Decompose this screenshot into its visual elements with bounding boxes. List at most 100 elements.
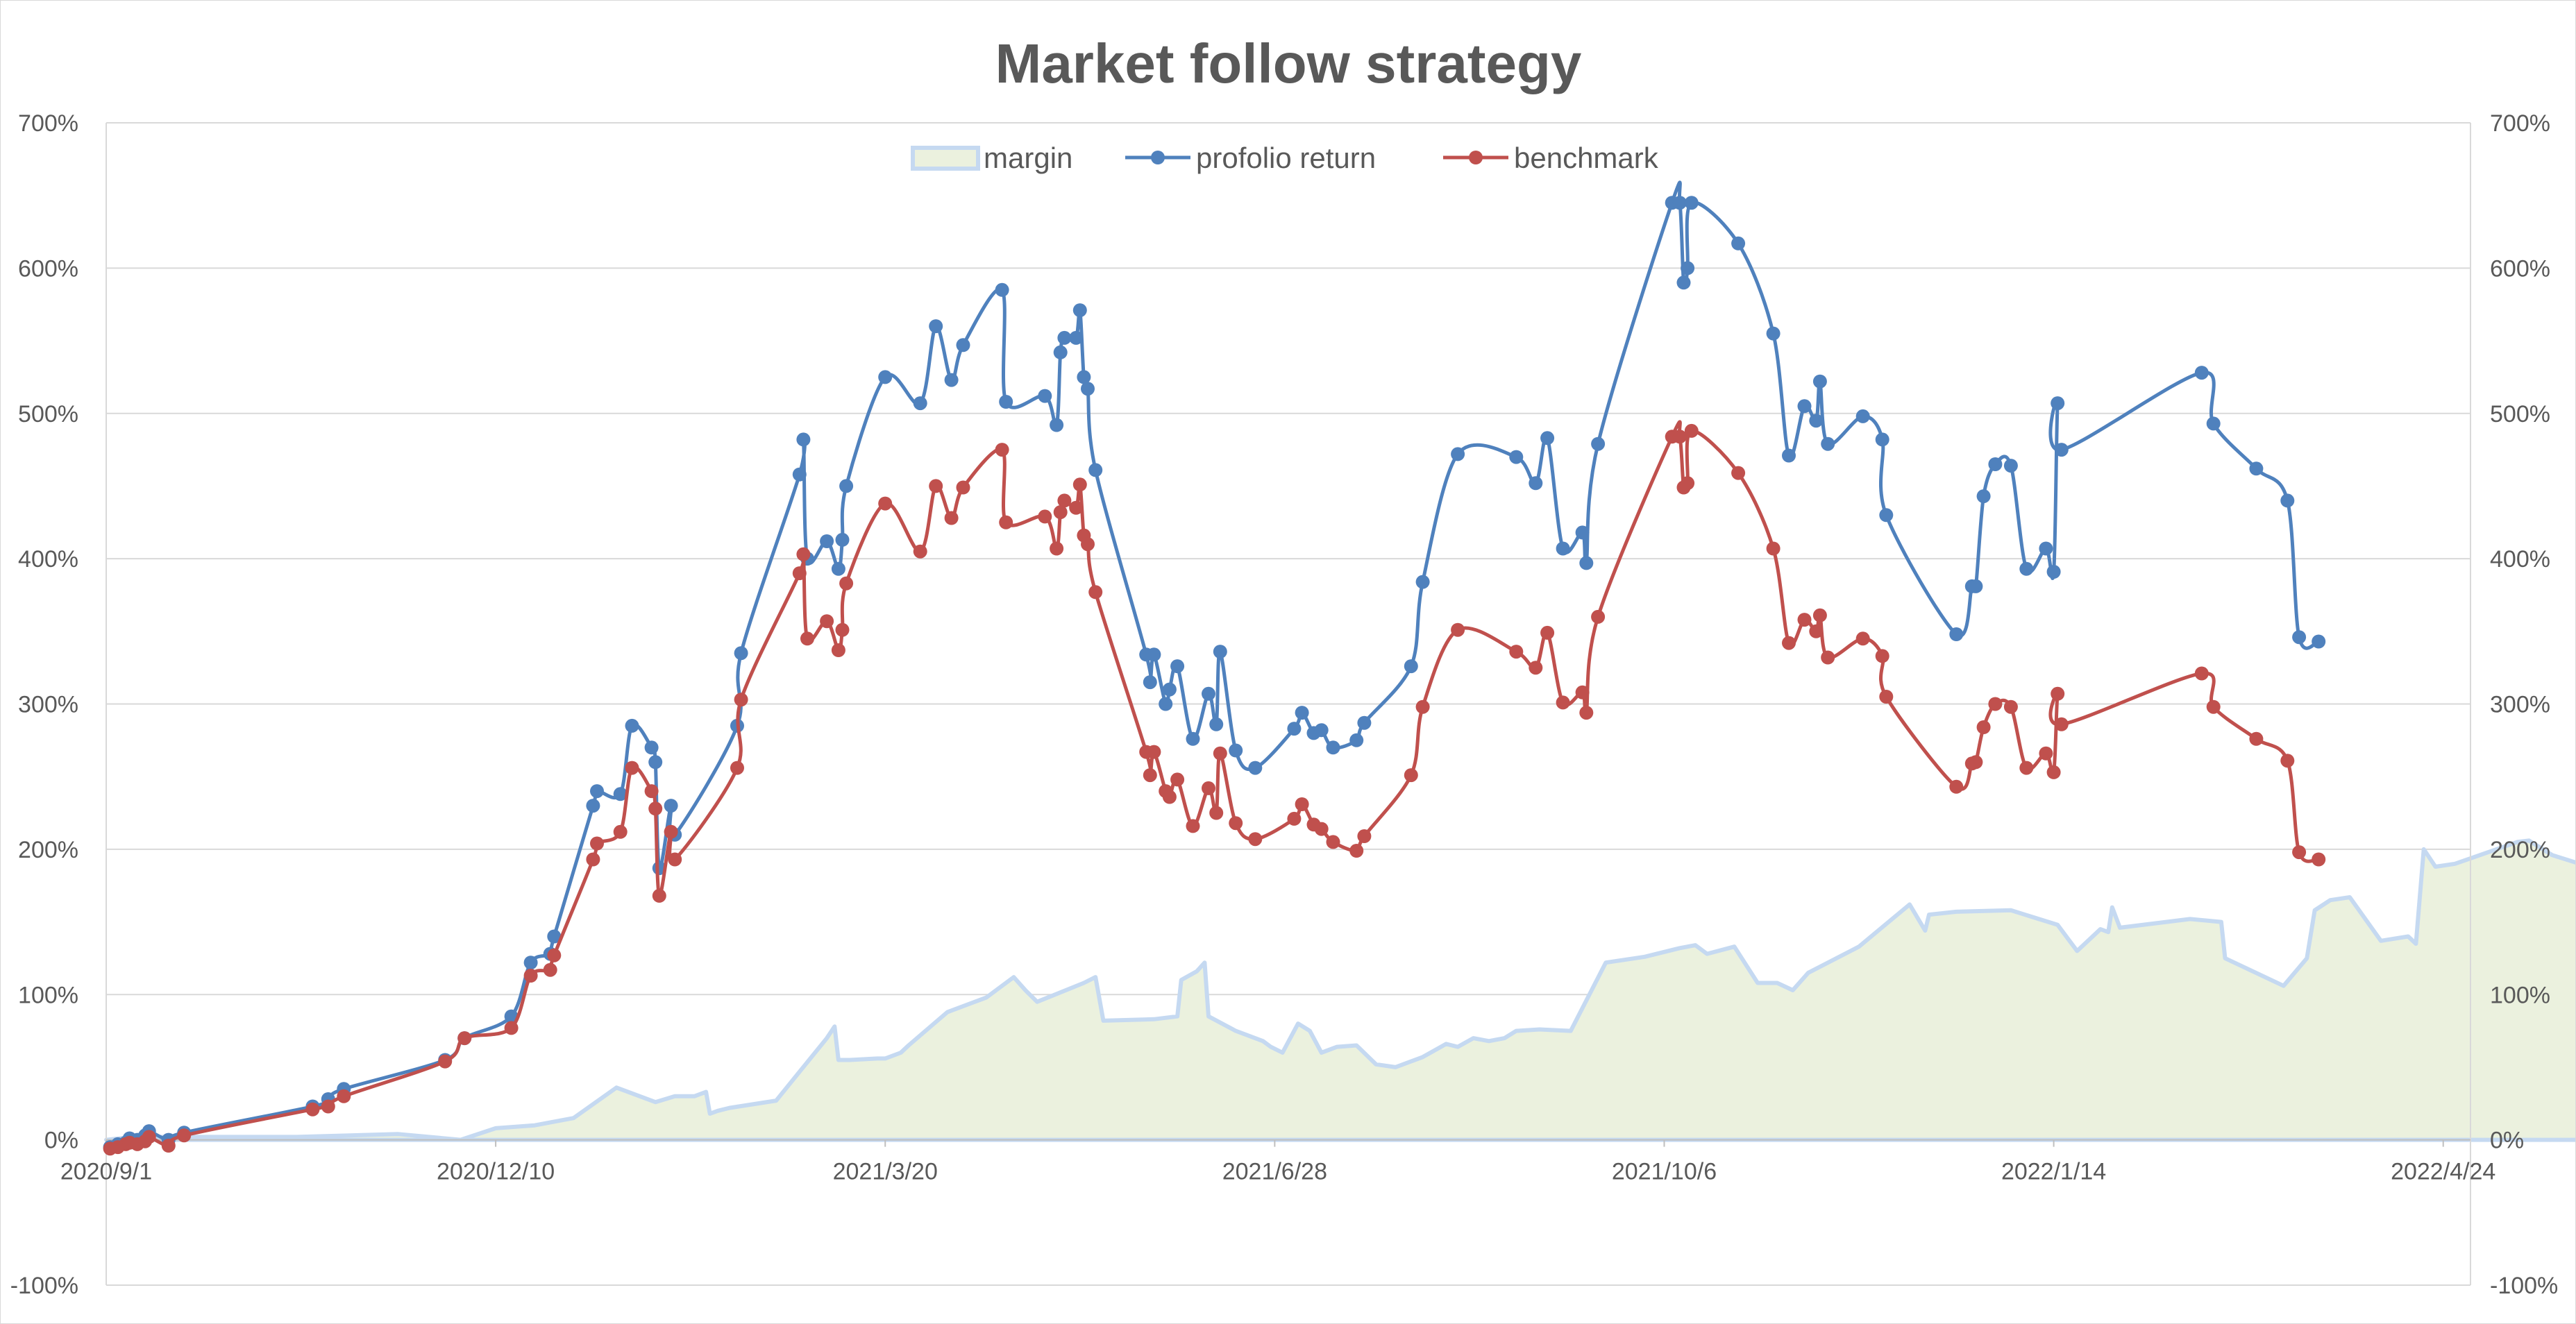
data-point-benchmark (1143, 768, 1157, 783)
data-point-profolio-return (956, 338, 970, 353)
data-point-benchmark (1782, 636, 1796, 650)
data-point-profolio-return (1579, 556, 1594, 570)
data-point-benchmark (1081, 537, 1095, 552)
data-point-benchmark (1202, 781, 1215, 795)
data-point-profolio-return (613, 787, 628, 801)
data-point-benchmark (1295, 797, 1309, 811)
data-point-benchmark (1248, 832, 1263, 847)
data-point-benchmark (1949, 779, 1964, 794)
data-point-profolio-return (1509, 450, 1524, 464)
data-point-benchmark (613, 824, 628, 839)
y-tick-label-left: 700% (18, 110, 78, 137)
data-point-benchmark (668, 852, 682, 867)
data-point-profolio-return (648, 755, 663, 770)
data-point-benchmark (839, 576, 854, 591)
y-tick-label-right: 0% (2490, 1128, 2524, 1154)
legend-label-profolio-return: profolio return (1196, 142, 1376, 174)
data-point-profolio-return (1057, 330, 1072, 345)
data-point-benchmark (1812, 608, 1827, 622)
data-point-benchmark (831, 643, 845, 657)
data-point-profolio-return (1556, 541, 1570, 556)
data-point-benchmark (2054, 717, 2069, 731)
data-point-profolio-return (1159, 697, 1173, 711)
data-point-profolio-return (995, 282, 1009, 297)
data-point-benchmark (648, 801, 663, 816)
data-point-profolio-return (590, 784, 604, 799)
data-point-benchmark (1147, 745, 1161, 759)
y-tick-label-right: 600% (2490, 255, 2550, 282)
y-tick-label-right: 200% (2490, 837, 2550, 863)
area-series-layer (104, 838, 2575, 1142)
data-point-benchmark (1170, 772, 1185, 787)
data-point-benchmark (1681, 476, 1695, 491)
data-point-benchmark (1038, 509, 1052, 524)
data-point-benchmark (590, 836, 604, 851)
data-point-profolio-return (644, 740, 659, 755)
data-point-profolio-return (1069, 330, 1084, 345)
data-point-benchmark (1766, 541, 1781, 556)
data-point-profolio-return (878, 370, 893, 384)
data-point-profolio-return (625, 718, 639, 733)
data-point-profolio-return (792, 467, 807, 482)
data-point-profolio-return (835, 532, 850, 547)
legend-marker-profolio-return (1151, 151, 1165, 164)
data-point-benchmark (2312, 852, 2326, 867)
data-point-profolio-return (999, 395, 1013, 409)
y-tick-label-right: 100% (2490, 982, 2550, 1008)
data-point-profolio-return (1202, 686, 1215, 701)
axes: -100% -100% 0% 0% 100% 100% 200% 200% 300% 300% 40… (10, 110, 2559, 1299)
data-point-benchmark (1575, 685, 1590, 699)
data-point-profolio-return (2194, 366, 2209, 380)
data-point-profolio-return (1248, 761, 1263, 775)
legend: margin profolio return benchmark (911, 142, 1659, 174)
data-point-benchmark (305, 1102, 320, 1117)
data-point-profolio-return (586, 799, 600, 813)
y-tick-label-left: 400% (18, 546, 78, 572)
data-point-profolio-return (1797, 399, 1812, 414)
legend-swatch-margin (911, 146, 980, 171)
data-point-profolio-return (1209, 717, 1224, 731)
data-point-profolio-return (1809, 414, 1824, 428)
data-point-benchmark (1540, 625, 1555, 640)
y-tick-label-right: 300% (2490, 692, 2550, 718)
data-point-benchmark (800, 631, 814, 646)
data-point-benchmark (586, 852, 600, 867)
data-point-benchmark (142, 1130, 156, 1144)
data-point-profolio-return (1591, 436, 1606, 451)
data-point-profolio-return (2249, 461, 2264, 476)
data-point-benchmark (1579, 706, 1594, 720)
data-point-benchmark (664, 824, 678, 839)
data-point-profolio-return (2206, 416, 2221, 431)
data-point-profolio-return (1143, 675, 1157, 690)
legend-marker-benchmark (1469, 151, 1483, 164)
data-point-benchmark (1057, 493, 1072, 508)
data-point-benchmark (457, 1031, 472, 1046)
data-point-benchmark (1404, 768, 1418, 783)
data-point-profolio-return (1821, 436, 1835, 451)
data-point-benchmark (1556, 695, 1570, 710)
data-point-benchmark (1209, 806, 1224, 820)
data-point-profolio-return (1969, 579, 1983, 593)
y-tick-label-left: 300% (18, 692, 78, 718)
data-point-profolio-return (1186, 731, 1200, 746)
data-point-profolio-return (1081, 382, 1095, 396)
data-point-benchmark (504, 1021, 519, 1035)
data-point-profolio-return (2039, 541, 2053, 556)
data-point-benchmark (1186, 819, 1200, 833)
data-point-profolio-return (1540, 431, 1555, 445)
data-point-profolio-return (1676, 275, 1691, 290)
data-point-benchmark (1879, 690, 1894, 704)
data-point-profolio-return (734, 646, 748, 661)
data-point-benchmark (734, 693, 748, 707)
data-point-profolio-return (1357, 715, 1372, 730)
data-point-benchmark (1684, 423, 1699, 438)
data-point-benchmark (2051, 686, 2065, 701)
x-tick-label: 2022/4/24 (2391, 1159, 2495, 1185)
data-point-benchmark (792, 566, 807, 581)
y-tick-label-left: -100% (10, 1273, 78, 1299)
data-point-profolio-return (1213, 645, 1227, 659)
data-point-benchmark (2039, 746, 2053, 761)
x-tick-label: 2020/9/1 (60, 1159, 152, 1185)
data-point-profolio-return (1072, 303, 1087, 318)
data-point-profolio-return (929, 319, 943, 334)
